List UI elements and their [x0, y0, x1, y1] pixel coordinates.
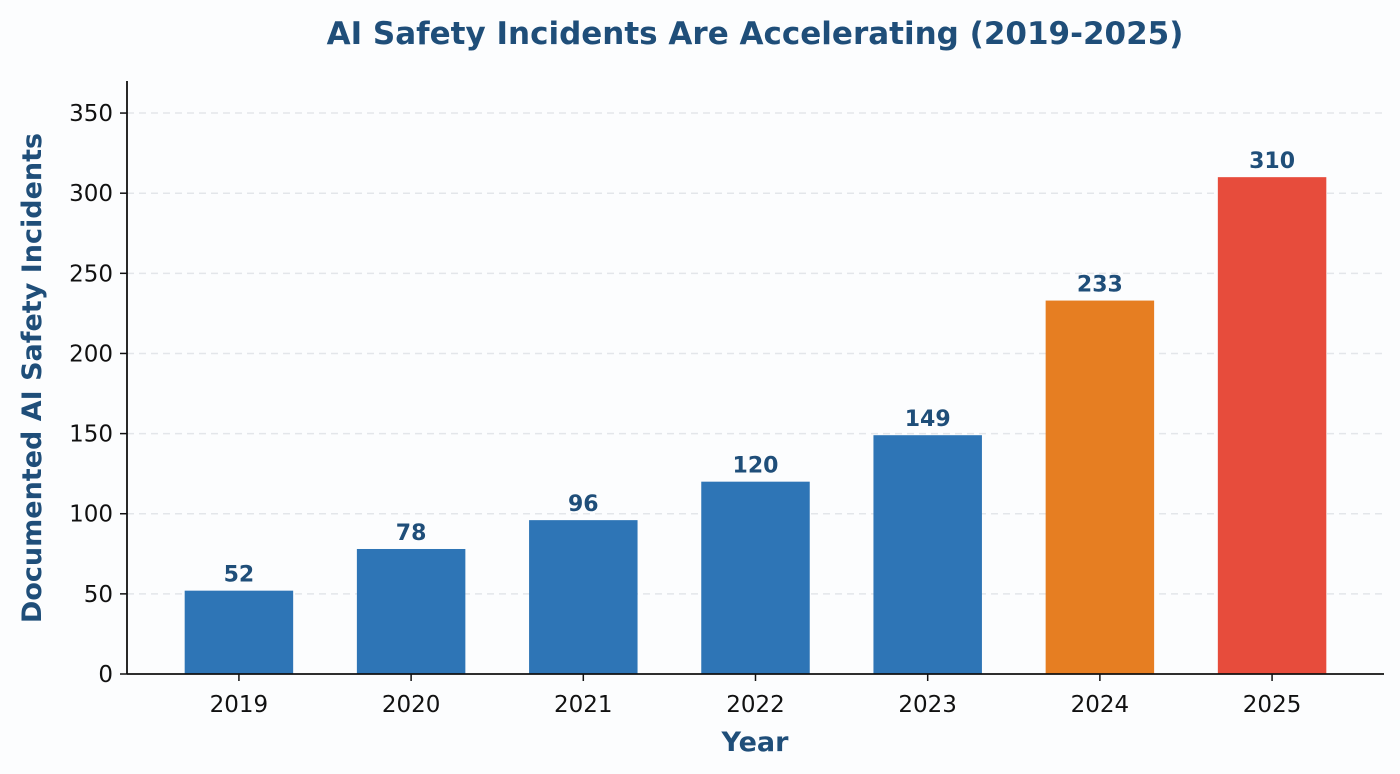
- x-tick-label-2021: 2021: [554, 692, 613, 718]
- x-tick-label-2023: 2023: [898, 692, 957, 718]
- value-label-2022: 120: [733, 454, 779, 479]
- y-tick-label-0: 0: [98, 662, 113, 688]
- bar-2023: [873, 435, 982, 674]
- x-tick-label-2020: 2020: [382, 692, 441, 718]
- value-labels: 52 78 96 120 149 233 310: [224, 149, 1295, 587]
- x-tick-label-2024: 2024: [1071, 692, 1130, 718]
- bar-2019: [184, 590, 294, 674]
- y-axis-label: Documented AI Safety Incidents: [17, 133, 48, 623]
- bar-2022: [701, 481, 810, 674]
- y-tick-label-200: 200: [69, 341, 113, 367]
- bar-2020: [356, 548, 466, 674]
- y-tick-label-150: 150: [69, 422, 113, 448]
- axes: 0 50 100 150 200 250 300 350 2019 2020 2021 2022 202…: [69, 81, 1384, 718]
- grid-lines: [127, 112, 1384, 595]
- bar-2024: [1045, 300, 1155, 674]
- x-tick-label-2022: 2022: [726, 692, 785, 718]
- y-tick-label-50: 50: [84, 582, 113, 608]
- value-label-2020: 78: [396, 521, 427, 546]
- x-tick-label-2025: 2025: [1243, 692, 1302, 718]
- value-label-2025: 310: [1249, 149, 1295, 174]
- x-tick-label-2019: 2019: [210, 692, 269, 718]
- value-label-2019: 52: [224, 563, 255, 588]
- y-tick-label-100: 100: [69, 502, 113, 528]
- y-tick-label-250: 250: [69, 261, 113, 287]
- y-tick-label-350: 350: [69, 101, 113, 127]
- bar-2025: [1217, 177, 1327, 674]
- bar-2021: [529, 520, 638, 674]
- value-label-2024: 233: [1077, 273, 1123, 298]
- bars: [184, 177, 1327, 674]
- x-axis-label: Year: [721, 727, 790, 758]
- value-label-2021: 96: [568, 492, 599, 517]
- chart-title: AI Safety Incidents Are Accelerating (20…: [327, 16, 1184, 52]
- value-label-2023: 149: [905, 407, 951, 432]
- y-tick-label-300: 300: [69, 181, 113, 207]
